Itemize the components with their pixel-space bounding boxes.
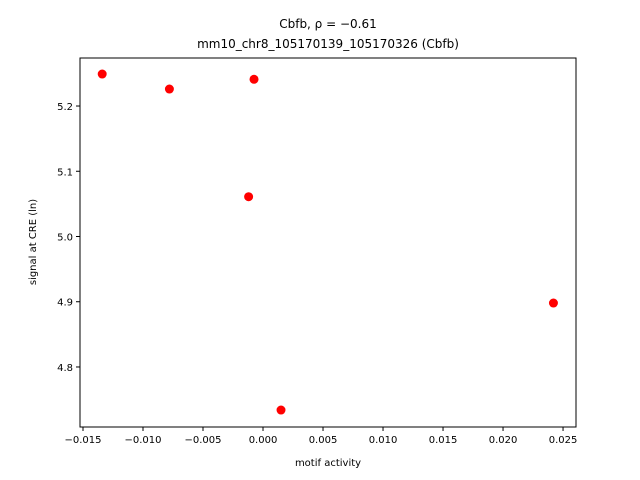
x-tick-label: 0.025 [549, 435, 578, 446]
y-tick-label: 5.2 [57, 102, 73, 113]
x-axis-label: motif activity [295, 458, 361, 469]
x-tick-label: 0.010 [369, 435, 398, 446]
y-tick-label: 5.0 [57, 232, 73, 243]
x-tick-label: −0.015 [64, 435, 101, 446]
y-tick-label: 4.9 [57, 298, 73, 309]
chart-subtitle: mm10_chr8_105170139_105170326 (Cbfb) [197, 37, 459, 51]
plot-frame [79, 57, 577, 428]
y-axis-label: signal at CRE (ln) [28, 199, 39, 285]
point [97, 69, 107, 79]
point [244, 192, 254, 202]
point [548, 298, 558, 308]
x-tick-label: 0.015 [429, 435, 458, 446]
point [276, 405, 286, 415]
x-tick-label: 0.020 [489, 435, 518, 446]
point [249, 74, 259, 84]
y-tick-label: 5.1 [57, 167, 73, 178]
x-tick-label: −0.005 [185, 435, 222, 446]
chart-title: Cbfb, ρ = −0.61 [279, 17, 377, 31]
x-tick-label: 0.000 [249, 435, 278, 446]
point [164, 84, 174, 94]
x-tick-label: −0.010 [124, 435, 161, 446]
y-tick-label: 4.8 [57, 363, 73, 374]
x-tick-label: 0.005 [309, 435, 338, 446]
